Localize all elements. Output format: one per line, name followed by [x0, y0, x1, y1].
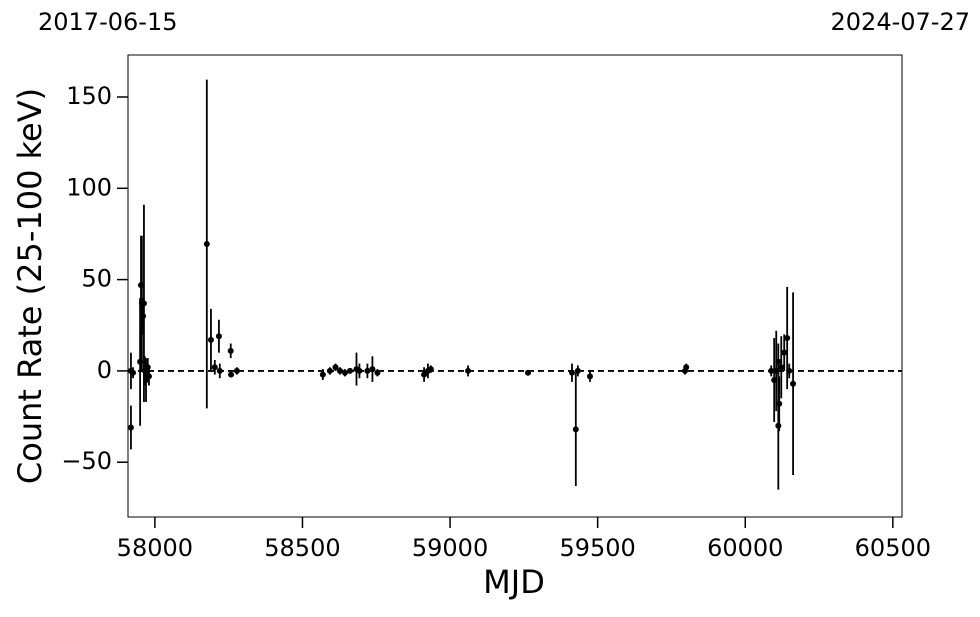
x-tick-label: 60500	[855, 534, 931, 562]
data-point	[781, 349, 788, 356]
data-point	[683, 364, 690, 371]
x-axis-label: MJD	[483, 563, 545, 601]
data-point	[369, 366, 376, 373]
x-tick-label: 58000	[117, 534, 193, 562]
y-tick-label: 100	[66, 173, 112, 201]
data-point	[784, 335, 791, 342]
data-point	[326, 367, 333, 374]
y-axis-label: Count Rate (25-100 keV)	[11, 88, 49, 484]
x-tick-label: 59000	[412, 534, 488, 562]
data-point	[364, 367, 371, 374]
data-point	[421, 371, 428, 378]
end-date: 2024-07-27	[831, 8, 970, 36]
data-point	[127, 424, 134, 431]
data-point	[524, 369, 531, 376]
data-point	[574, 367, 581, 374]
x-tick-label: 58500	[264, 534, 340, 562]
y-tick-label: 50	[81, 265, 112, 293]
data-point	[145, 373, 152, 380]
data-point	[465, 367, 472, 374]
data-point	[211, 364, 218, 371]
data-point	[568, 369, 575, 376]
data-point	[356, 367, 363, 374]
data-point	[130, 369, 137, 376]
data-point	[586, 373, 593, 380]
data-point	[768, 367, 775, 374]
data-point	[786, 367, 793, 374]
data-point	[207, 336, 214, 343]
data-point	[319, 371, 326, 378]
data-point	[216, 367, 223, 374]
y-tick-label: 0	[97, 356, 112, 384]
data-point	[336, 367, 343, 374]
x-tick-label: 60000	[707, 534, 783, 562]
data-point	[140, 300, 147, 307]
data-point	[341, 369, 348, 376]
data-point	[203, 241, 210, 247]
x-tick-label: 59500	[559, 534, 635, 562]
data-point	[374, 369, 381, 376]
data-point	[227, 347, 234, 354]
y-tick-label: −50	[61, 447, 112, 475]
data-point	[332, 364, 339, 371]
data-point	[346, 367, 353, 374]
data-point	[572, 426, 579, 433]
data-point	[790, 380, 797, 387]
data-point	[144, 364, 151, 371]
data-point	[427, 366, 434, 373]
data-point	[776, 400, 783, 407]
start-date: 2017-06-15	[38, 8, 177, 36]
plot-frame	[127, 54, 903, 518]
y-tick-label: 150	[66, 82, 112, 110]
data-point	[228, 371, 235, 378]
data-point	[778, 364, 785, 371]
data-point	[215, 333, 222, 340]
data-point	[233, 367, 240, 374]
